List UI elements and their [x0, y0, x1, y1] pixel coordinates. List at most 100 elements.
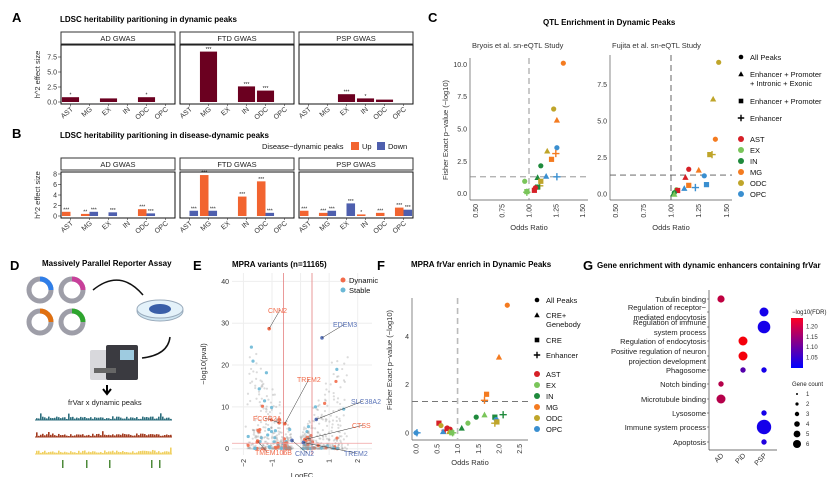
variant-point [265, 408, 268, 411]
track-bar [106, 435, 108, 437]
x-tick-label: AST [60, 220, 75, 235]
frvar-mark [151, 460, 153, 468]
point-opc-triangle [681, 185, 688, 191]
legend-shape-circle [738, 54, 744, 60]
variant-point [265, 405, 268, 408]
significance-label: *** [344, 90, 350, 96]
variant-point [255, 415, 258, 418]
variant-point [337, 375, 340, 378]
significance-label: *** [148, 209, 154, 215]
track-bar [150, 451, 152, 454]
variant-point [302, 447, 305, 450]
x-tick-label: EX [339, 106, 351, 118]
x-tick-label: 1.25 [553, 204, 560, 218]
variant-point [262, 399, 267, 403]
size-legend-title: Gene count [792, 382, 823, 388]
variant-point [286, 436, 289, 440]
track-bar [70, 417, 72, 420]
variant-point [246, 403, 249, 406]
track-bar [122, 433, 124, 437]
variant-point [291, 447, 295, 450]
track-bar [128, 418, 130, 420]
facet-panel [60, 171, 176, 219]
significance-label: * [70, 93, 72, 99]
track-bar [138, 451, 140, 454]
x-tick-label: 0 [298, 459, 305, 463]
legend-label: IN [750, 157, 758, 166]
y-tick-label: 4 [53, 193, 57, 200]
track-bar [132, 435, 134, 437]
track-bar [130, 434, 132, 437]
variant-point [331, 444, 334, 447]
track-bar [142, 450, 144, 454]
y-tick-label: 5.0 [47, 70, 57, 77]
facet-label: PSP GWAS [336, 160, 376, 169]
variant-point [301, 447, 305, 451]
legend-label: MG [546, 403, 558, 412]
legend-swatch [340, 287, 346, 293]
variant-point [337, 443, 340, 447]
variant-point [311, 447, 315, 450]
track-bar [156, 434, 158, 437]
y-tick-label: 10 [221, 404, 229, 411]
variant-point [259, 409, 263, 413]
variant-point [267, 398, 270, 401]
variant-point [273, 431, 276, 435]
variant-point [263, 429, 267, 432]
track-bar [58, 417, 60, 420]
track-bar [118, 416, 120, 420]
x-axis-label: Odds Ratio [510, 223, 548, 232]
variant-point [319, 437, 322, 440]
variant-point [305, 445, 308, 448]
bar-mg-down [89, 211, 99, 216]
variant-point [305, 447, 308, 450]
x-tick-label: 0.75 [641, 204, 648, 218]
variant-point [300, 436, 303, 439]
variant-point [340, 443, 344, 446]
x-tick-label: 1.5 [476, 444, 483, 454]
variant-point [342, 414, 345, 417]
enrichment-dot [738, 351, 748, 361]
color-bar-tick-label: 1.15 [806, 335, 818, 341]
track-bar [158, 451, 160, 454]
x-tick-label: 1.00 [527, 204, 534, 218]
track-bar [86, 435, 88, 437]
variant-point [276, 426, 280, 430]
legend-label: ODC [546, 414, 563, 423]
track-bar [78, 418, 80, 420]
significance-label: * [360, 210, 362, 216]
variant-point [262, 444, 265, 447]
x-tick-label: AD [714, 452, 726, 464]
facet-panel [60, 44, 176, 105]
track-bar [166, 451, 168, 454]
bar-odc-down [265, 212, 275, 216]
track-bar [42, 433, 44, 437]
variant-point [306, 431, 310, 434]
variant-point [254, 386, 257, 390]
variant-point [306, 440, 309, 443]
track-bar [48, 452, 50, 454]
variant-point [258, 401, 261, 404]
variant-point [286, 443, 289, 446]
x-tick-label: 0.50 [473, 204, 480, 218]
legend-label: Enhancer [750, 114, 783, 123]
variant-point [325, 437, 329, 440]
variant-point [287, 447, 290, 450]
x-tick-label: AST [298, 220, 313, 235]
track-bar [126, 452, 128, 454]
variant-point [341, 447, 344, 450]
bar-odc-up [137, 209, 147, 216]
frvar-mark [159, 460, 161, 468]
term-label: Regulation of endocytosis [620, 337, 706, 346]
variant-point [319, 446, 322, 449]
y-tick-label: 2.5 [457, 159, 467, 166]
variant-point [308, 438, 311, 441]
variant-point [251, 428, 254, 431]
track-bar [144, 450, 146, 454]
facet-label: AD GWAS [100, 34, 135, 43]
track-bar [106, 452, 108, 454]
track-bar [166, 434, 168, 437]
track-bar [170, 418, 172, 420]
variant-point [263, 447, 267, 451]
variant-point [252, 370, 255, 373]
